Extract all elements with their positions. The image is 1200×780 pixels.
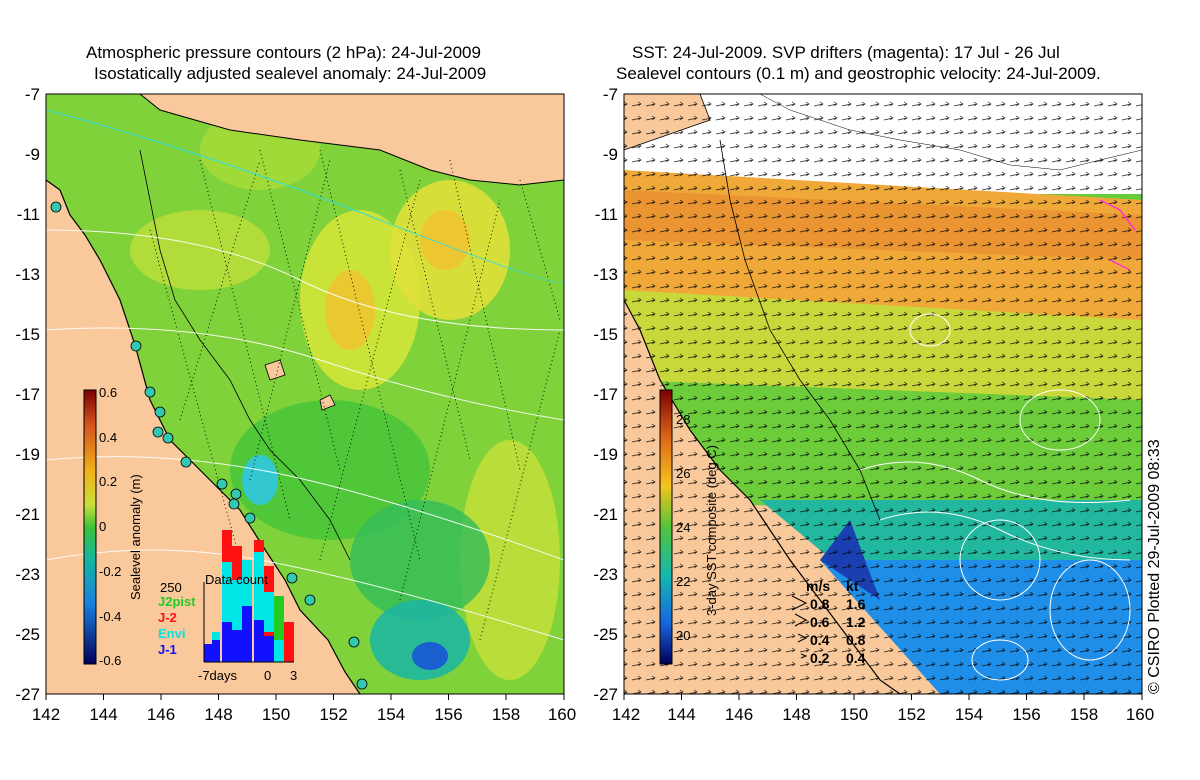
data-count-x-mid: 0	[264, 668, 272, 683]
right-colorbar	[659, 389, 673, 665]
right-frame	[623, 93, 1143, 695]
data-count-ymax: 250	[160, 580, 182, 595]
velocity-header-kt: kt	[846, 578, 859, 594]
y-tick: -21	[593, 505, 618, 524]
credit-text: © CSIRO Plotted 29-Jul-2009 08:33	[1146, 439, 1163, 694]
x-tick: 150	[839, 705, 869, 724]
velocity-legend-arrows	[791, 595, 808, 659]
left-title-line2: Isostatically adjusted sealevel anomaly:…	[94, 64, 487, 83]
y-tick: -13	[15, 265, 40, 284]
left-title-line1: Atmospheric pressure contours (2 hPa): 2…	[86, 43, 481, 62]
velocity-ms: 0.8	[810, 596, 830, 612]
colorbar-tick: 0	[99, 519, 107, 534]
data-count-histogram	[203, 530, 294, 663]
y-tick: -17	[15, 385, 40, 404]
colorbar-tick: 24	[676, 520, 691, 535]
x-tick: 160	[547, 705, 577, 724]
colorbar-tick: 28	[676, 412, 691, 427]
colorbar-tick: 0.2	[99, 474, 118, 489]
y-tick: -27	[593, 685, 618, 704]
data-count-x-left: -7days	[198, 668, 238, 683]
y-tick: -11	[16, 205, 40, 224]
y-tick: -27	[15, 685, 40, 704]
velocity-kt: 1.2	[846, 614, 866, 630]
x-tick: 148	[204, 705, 233, 724]
colorbar-tick: -0.2	[99, 564, 122, 579]
velocity-ms: 0.4	[810, 632, 830, 648]
x-tick: 152	[897, 705, 926, 724]
colorbar-tick: 20	[676, 628, 691, 643]
legend-j2: J-2	[158, 610, 177, 625]
colorbar-tick: 22	[676, 574, 691, 589]
velocity-kt: 0.4	[846, 650, 866, 666]
legend-j2pist: J2pist	[158, 594, 196, 609]
y-tick: -7	[602, 85, 618, 104]
y-tick: -17	[593, 385, 618, 404]
y-tick: -19	[15, 445, 40, 464]
x-tick: 146	[146, 705, 176, 724]
velocity-ms: 0.2	[810, 650, 830, 666]
velocity-kt: 0.8	[846, 632, 866, 648]
y-tick: -25	[15, 625, 40, 644]
left-map	[46, 94, 564, 694]
y-tick: -23	[593, 565, 618, 584]
colorbar-tick: 0.6	[99, 385, 118, 400]
left-frame	[45, 93, 565, 695]
y-tick: -19	[593, 445, 618, 464]
right-title-line2: Sealevel contours (0.1 m) and geostrophi…	[616, 64, 1101, 83]
left-colorbar	[83, 389, 97, 665]
x-tick: 156	[434, 705, 463, 724]
y-tick: -9	[24, 145, 40, 164]
y-tick: -15	[593, 325, 618, 344]
x-tick: 142	[611, 705, 641, 724]
y-tick: -7	[24, 85, 40, 104]
left-colorbar-label: Sealevel anomaly (m)	[128, 474, 143, 600]
axis-ticks	[45, 694, 1143, 700]
legend-envi: Envi	[158, 626, 186, 641]
data-count-title: Data count	[205, 572, 268, 587]
y-tick: -15	[15, 325, 40, 344]
x-tick: 148	[782, 705, 811, 724]
colorbar-tick: 26	[676, 466, 691, 481]
x-tick: 142	[31, 705, 61, 724]
right-colorbar-label: 3-day SST composite (deg C)	[704, 445, 719, 616]
x-tick: 154	[376, 705, 406, 724]
y-tick: -13	[593, 265, 618, 284]
x-tick: 160	[1125, 705, 1155, 724]
x-tick: 158	[491, 705, 521, 724]
x-tick: 144	[89, 705, 118, 724]
data-count-x-right: 3	[290, 668, 298, 683]
x-tick: 150	[261, 705, 291, 724]
velocity-kt: 1.6	[846, 596, 866, 612]
y-tick: -9	[602, 145, 618, 164]
colorbar-tick: -0.6	[99, 653, 122, 668]
legend-j1: J-1	[158, 642, 177, 657]
velocity-header-ms: m/s	[806, 578, 831, 594]
colorbar-tick: 0.4	[99, 430, 118, 445]
x-tick: 154	[954, 705, 984, 724]
y-tick: -23	[15, 565, 40, 584]
x-tick: 146	[724, 705, 754, 724]
x-tick: 158	[1069, 705, 1099, 724]
x-tick: 156	[1012, 705, 1041, 724]
x-tick: 152	[319, 705, 348, 724]
colorbar-tick: -0.4	[99, 609, 122, 624]
x-tick: 144	[667, 705, 696, 724]
y-tick: -21	[15, 505, 40, 524]
velocity-ms: 0.6	[810, 614, 830, 630]
right-title-line1: SST: 24-Jul-2009. SVP drifters (magenta)…	[632, 43, 1060, 62]
y-tick: -25	[593, 625, 618, 644]
right-map	[624, 94, 1142, 694]
y-tick: -11	[594, 205, 618, 224]
